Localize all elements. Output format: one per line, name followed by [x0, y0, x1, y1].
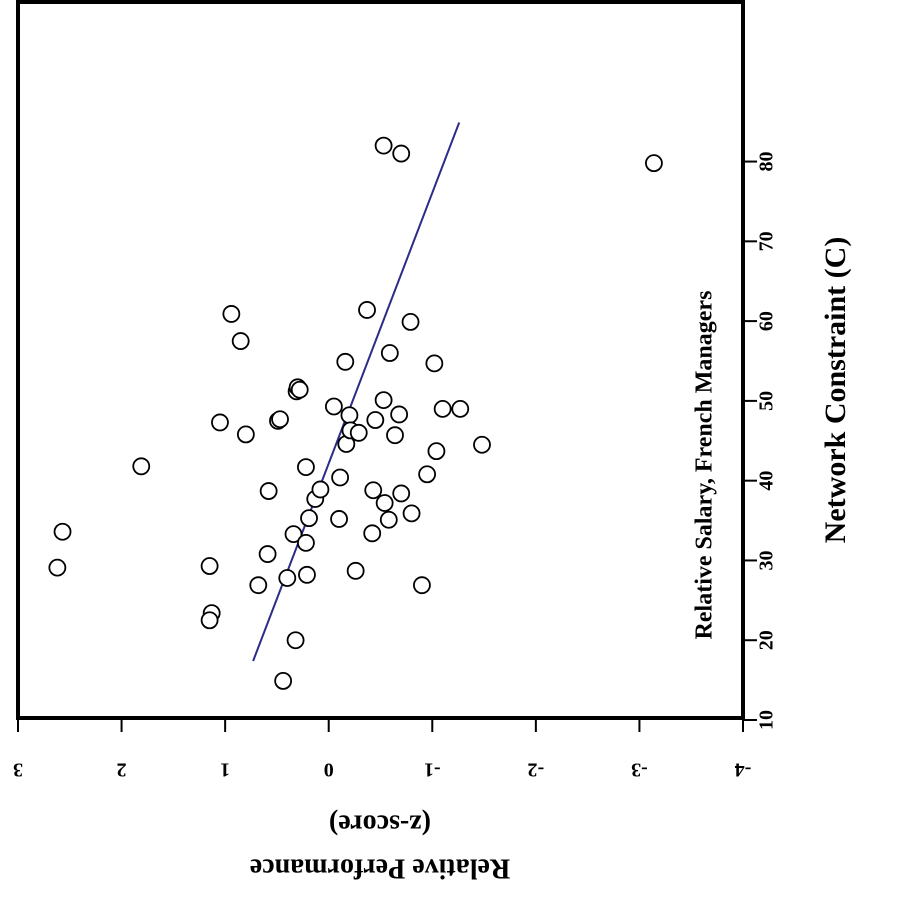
point: [274, 672, 293, 690]
x-tick-label: 10: [756, 710, 778, 730]
point: [413, 576, 431, 595]
point: [380, 344, 399, 362]
y-tick-label: 2: [117, 758, 127, 780]
point: [392, 144, 411, 163]
x-tick-label: 50: [756, 391, 778, 411]
x-tick-label: 60: [756, 311, 778, 331]
point: [311, 480, 330, 499]
point: [132, 457, 151, 476]
point: [390, 405, 409, 424]
point: [300, 509, 318, 528]
point: [284, 525, 303, 544]
point: [427, 442, 446, 461]
point: [231, 332, 250, 350]
y-axis-title: Relative Performance: [250, 853, 510, 884]
point: [258, 545, 277, 563]
point: [331, 468, 350, 487]
point: [374, 391, 393, 409]
point: [222, 305, 241, 323]
x-tick-label: 40: [756, 471, 778, 491]
point: [200, 557, 219, 575]
x-tick-label: 30: [756, 550, 778, 570]
point: [336, 352, 355, 371]
point: [473, 435, 491, 454]
point: [375, 494, 394, 512]
point: [386, 426, 404, 445]
y-tick-label: -4: [735, 758, 752, 780]
x-axis-title: Network Constraint (C): [819, 237, 852, 544]
point: [645, 154, 663, 173]
point: [346, 561, 365, 580]
point: [211, 413, 229, 432]
point: [278, 569, 297, 587]
point: [349, 423, 368, 442]
point: [374, 136, 393, 155]
point: [401, 313, 420, 331]
y-tick-label: -2: [528, 758, 545, 780]
point: [48, 558, 67, 577]
point: [366, 411, 385, 429]
y-axis-subtitle: (z-score): [329, 809, 431, 840]
point: [200, 611, 219, 630]
point: [290, 380, 309, 399]
point: [53, 522, 72, 541]
plot-frame: [16, 0, 745, 720]
point: [236, 425, 255, 444]
point: [297, 458, 315, 477]
y-tick-label: 3: [13, 758, 23, 780]
point: [402, 504, 421, 523]
point: [330, 510, 348, 528]
x-tick-label: 20: [756, 630, 778, 650]
y-tick-label: -3: [631, 758, 648, 780]
point: [364, 481, 383, 500]
point: [433, 399, 452, 418]
x-tick-label: 80: [756, 152, 778, 172]
point: [324, 397, 343, 416]
point: [418, 465, 437, 484]
point: [271, 410, 289, 429]
annotation: Relative Salary, French Managers: [692, 291, 718, 640]
point: [340, 406, 359, 425]
y-tick-label: 0: [324, 758, 334, 780]
y-tick-label: -1: [424, 758, 441, 780]
point: [259, 482, 278, 500]
point: [297, 533, 315, 552]
point: [298, 565, 316, 584]
point: [425, 354, 444, 373]
y-tick-label: 1: [220, 758, 230, 780]
point: [363, 524, 382, 543]
point: [451, 399, 470, 418]
point: [286, 631, 305, 650]
x-tick-label: 70: [756, 231, 778, 251]
point: [249, 576, 268, 595]
point: [379, 510, 398, 529]
point: [392, 484, 411, 503]
point: [358, 301, 376, 319]
